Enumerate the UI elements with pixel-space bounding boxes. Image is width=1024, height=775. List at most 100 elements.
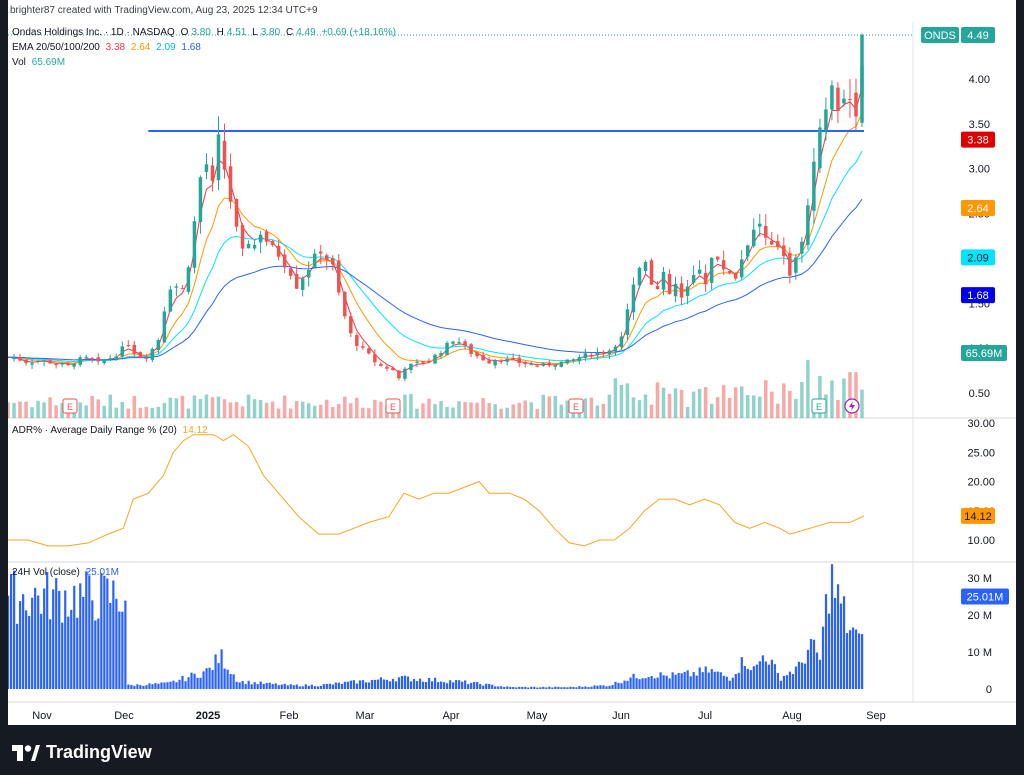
candle-body <box>739 259 744 278</box>
h24-bar <box>437 682 440 689</box>
candle-body <box>54 363 58 365</box>
volume-bar <box>727 397 732 418</box>
volume-bar <box>800 381 804 418</box>
last-price-tag-bg <box>961 27 995 43</box>
footer <box>0 727 1024 775</box>
volume-bar <box>132 395 137 418</box>
ema50-tag: 2.64 <box>967 203 988 215</box>
candle-body <box>685 286 690 296</box>
earnings-marker-label: E <box>573 402 579 412</box>
volume-bar <box>794 398 798 418</box>
volume-bar <box>830 380 834 418</box>
candle-body <box>475 352 479 357</box>
h24-bar <box>851 627 855 689</box>
adr-tick: 20.00 <box>967 477 995 489</box>
volume-bar <box>667 393 672 418</box>
volume-bar <box>367 408 371 418</box>
ema100-tag-bg <box>961 249 995 266</box>
h24-bar <box>815 652 819 689</box>
h24-bar <box>259 681 262 689</box>
h24-bar <box>148 683 151 689</box>
volume-bar <box>733 387 738 418</box>
h24-bar <box>34 587 37 689</box>
candle-body <box>318 251 323 254</box>
h24-bar <box>635 678 638 689</box>
volume-bar <box>114 407 119 418</box>
tradingview-logo[interactable]: TradingView <box>12 742 152 763</box>
h24-bar <box>217 663 220 689</box>
h24-bar <box>61 622 64 689</box>
volume-bar <box>258 400 263 418</box>
h24-bar <box>482 685 485 689</box>
h24-bar <box>28 615 31 689</box>
volume-bar <box>337 403 341 418</box>
h24-bar <box>677 673 680 689</box>
h24-bar <box>301 686 304 689</box>
price-tick: 0.50 <box>969 388 990 400</box>
ema100-line <box>7 150 863 363</box>
h24-bar <box>512 687 515 689</box>
h24-tag-bg <box>961 588 1009 605</box>
volume-bar <box>631 397 636 418</box>
h24-bar <box>653 678 656 689</box>
h24-bar <box>193 673 196 689</box>
h24-bar <box>740 657 743 689</box>
candle-body <box>709 258 714 283</box>
candle-body <box>427 360 431 362</box>
candle-body <box>499 361 503 363</box>
candle-body <box>397 370 401 379</box>
h24-legend[interactable]: 24H Vol (close) 25.01M <box>12 567 122 578</box>
volume-bar <box>547 396 552 418</box>
h24-bar <box>337 682 340 689</box>
candle-body <box>721 260 726 270</box>
volume-bar <box>523 400 527 418</box>
adr-legend[interactable]: ADR% · Average Daily Range % (20) 14.12 <box>12 425 211 436</box>
h24-bar <box>791 674 795 689</box>
h24-bar <box>190 672 193 689</box>
candle-body <box>571 359 576 361</box>
vol-value: 65.69M <box>31 57 66 68</box>
h24-bar <box>10 573 13 689</box>
h24-bar <box>845 633 849 689</box>
volume-bar <box>294 400 299 418</box>
h24-bar <box>659 672 662 689</box>
h24-bar <box>340 684 343 689</box>
volume-bar <box>312 405 317 418</box>
h24-bar <box>449 680 452 689</box>
h24-bar <box>43 588 46 689</box>
h24-bar <box>464 680 467 689</box>
created-by-line: brighter87 created with TradingView.com,… <box>8 0 1016 22</box>
h24-bar <box>812 639 816 689</box>
candle-body <box>812 161 816 211</box>
volume-bar <box>60 402 64 418</box>
time-tick: Dec <box>114 710 134 722</box>
volume-bar <box>535 408 539 418</box>
volume-bar <box>198 399 203 418</box>
h24-bar <box>358 680 362 689</box>
chart-svg[interactable]: 4.003.503.002.502.001.501.000.5030.0025.… <box>6 22 1016 725</box>
candle-body <box>312 253 317 268</box>
h24-bar <box>91 600 94 689</box>
symbol-legend[interactable]: Ondas Holdings Inc. · 1D · NASDAQ O 3.80 … <box>12 27 399 38</box>
h24-bar <box>169 681 172 689</box>
volume-bar <box>379 401 383 418</box>
h24-bar <box>226 669 229 689</box>
h24-bar <box>70 609 73 689</box>
h24-bar <box>388 681 392 689</box>
ema-lines <box>7 34 913 374</box>
symbol-tag: ONDS <box>924 30 956 42</box>
candle-body <box>529 364 533 366</box>
ema-legend[interactable]: EMA 20/50/100/200 3.38 2.64 2.09 1.68 <box>12 42 204 53</box>
h24-bar <box>617 682 620 689</box>
h24-bar <box>250 684 253 689</box>
h24-bar <box>115 598 118 689</box>
candle-body <box>697 269 702 274</box>
candle-body <box>643 262 648 271</box>
volume-bar <box>216 396 221 418</box>
candle-body <box>138 352 143 359</box>
candle-body <box>192 221 197 268</box>
vol-legend[interactable]: Vol 65.69M <box>12 57 68 68</box>
volume-bar <box>180 395 185 418</box>
h24-bar <box>244 684 247 689</box>
